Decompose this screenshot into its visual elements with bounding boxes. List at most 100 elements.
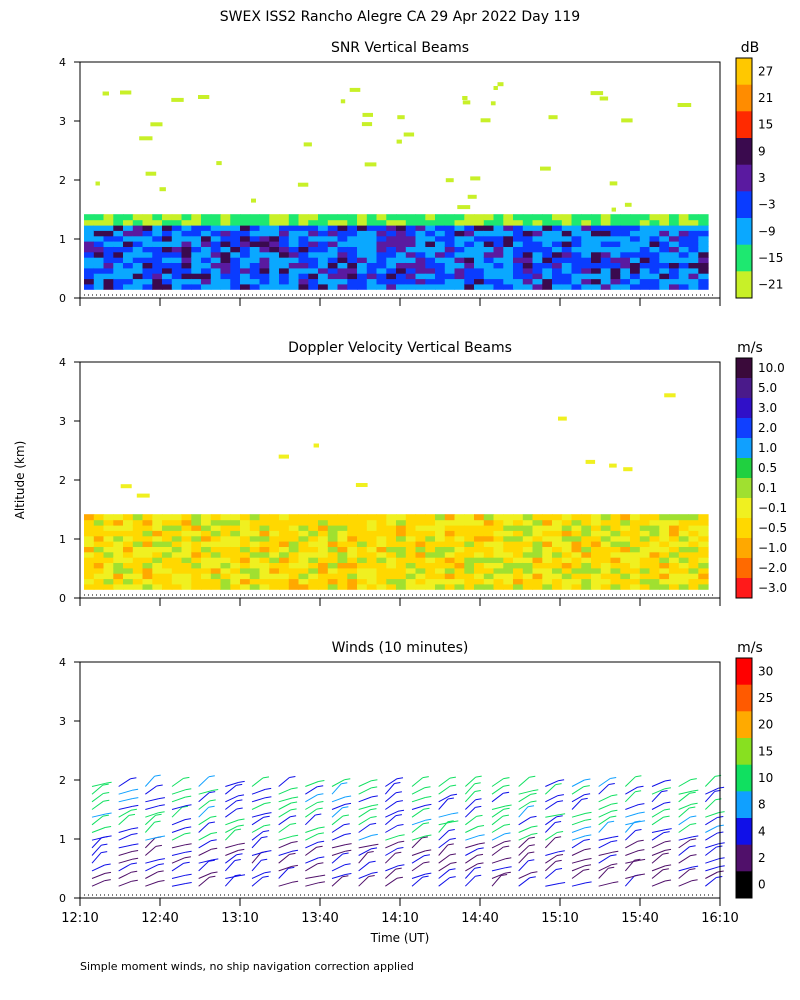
wind-barb-flag xyxy=(158,835,166,838)
heatmap-cell xyxy=(513,583,524,590)
heatmap-cell xyxy=(162,219,173,226)
heatmap-cell xyxy=(142,562,153,569)
wind-barb xyxy=(438,839,451,849)
heatmap-cell xyxy=(659,251,670,258)
heatmap-cell xyxy=(454,567,465,574)
wind-barb-flag xyxy=(476,853,484,856)
heatmap-cell xyxy=(542,278,553,285)
heatmap-cell xyxy=(220,530,231,537)
heatmap-cell xyxy=(503,251,514,258)
wind-barb-flag xyxy=(664,840,671,843)
heatmap-cell xyxy=(103,535,114,542)
wind-barb-flag xyxy=(263,830,270,833)
heatmap-cell xyxy=(435,224,446,231)
heatmap-cell xyxy=(269,235,280,242)
heatmap-cell xyxy=(376,519,387,526)
heatmap-cell xyxy=(474,551,485,558)
wind-barb xyxy=(438,854,451,864)
wind-barb-flag xyxy=(423,807,430,810)
heatmap-cell xyxy=(659,535,670,542)
heatmap-cell xyxy=(581,267,592,274)
y-tick-label: 2 xyxy=(59,774,66,787)
wind-barb xyxy=(91,793,104,803)
heatmap-cell xyxy=(327,557,339,563)
heatmap-cell xyxy=(132,524,144,531)
heatmap-cell xyxy=(279,514,290,521)
wind-barb xyxy=(651,788,666,795)
heatmap-cell xyxy=(240,267,251,274)
wind-barb-flag xyxy=(716,876,723,878)
colorbar-label: 3 xyxy=(758,171,766,185)
heatmap-cell xyxy=(542,524,553,531)
heatmap-cell xyxy=(357,562,368,569)
heatmap-cell xyxy=(659,219,670,226)
heatmap-cell xyxy=(366,562,378,569)
heatmap-cell xyxy=(591,230,602,237)
heatmap-cell xyxy=(279,278,290,285)
heatmap-cell xyxy=(113,557,124,563)
heatmap-cell xyxy=(503,246,514,253)
heatmap-cell xyxy=(610,514,621,521)
heatmap-cell xyxy=(210,519,222,526)
heatmap-cell xyxy=(561,551,573,558)
heatmap-cell xyxy=(201,562,212,569)
wind-barb-flag xyxy=(185,826,192,829)
heatmap-cell xyxy=(152,573,163,580)
wind-barb xyxy=(304,814,316,826)
wind-barb xyxy=(91,844,102,856)
heatmap-cell xyxy=(142,578,153,585)
heatmap-cell xyxy=(620,562,631,569)
wind-barb xyxy=(225,843,239,849)
heatmap-cell xyxy=(220,573,231,580)
colorbar-swatch xyxy=(736,738,752,766)
heatmap-cell xyxy=(464,567,475,574)
heatmap-cell xyxy=(249,535,261,542)
heatmap-cell xyxy=(201,219,212,226)
wind-barb xyxy=(171,851,186,856)
heatmap-cell xyxy=(113,230,124,237)
wind-barb xyxy=(198,800,211,810)
heatmap-cell xyxy=(522,251,534,258)
wind-barb xyxy=(491,808,504,818)
heatmap-cell xyxy=(357,273,368,280)
heatmap-cell xyxy=(259,283,270,290)
heatmap-cell xyxy=(581,235,592,242)
wind-barb-flag xyxy=(105,812,112,815)
wind-barb xyxy=(598,810,612,818)
heatmap-cell xyxy=(318,224,329,231)
wind-barb xyxy=(624,830,636,841)
heatmap-cell xyxy=(123,278,134,285)
heatmap-cell xyxy=(318,519,329,526)
wind-barb-flag xyxy=(638,803,645,806)
heatmap-cell xyxy=(162,262,173,269)
wind-barb-flag xyxy=(638,849,645,852)
heatmap-cell xyxy=(396,219,407,226)
heatmap-cell xyxy=(103,273,114,280)
heatmap-cell xyxy=(327,578,339,585)
heatmap-cell xyxy=(532,546,543,553)
heatmap-cell xyxy=(454,583,465,590)
wind-barb-flag xyxy=(397,809,405,812)
heatmap-cell xyxy=(600,530,612,537)
heatmap-cell xyxy=(444,235,456,242)
heatmap-cell xyxy=(376,530,387,537)
heatmap-cell xyxy=(503,557,514,563)
wind-barb-flag xyxy=(342,806,349,809)
heatmap-cell xyxy=(288,224,300,231)
wind-barb-flag xyxy=(158,811,165,814)
heatmap-cell xyxy=(610,530,621,537)
heatmap-cell xyxy=(366,241,378,247)
heatmap-cell xyxy=(503,535,514,542)
heatmap-cell xyxy=(249,257,261,263)
y-tick-label: 3 xyxy=(59,715,66,728)
heatmap-cell xyxy=(84,551,95,558)
heatmap-cell xyxy=(230,573,241,580)
heatmap-cell xyxy=(279,567,290,574)
heatmap-cell xyxy=(464,562,475,569)
wind-barb xyxy=(91,815,104,826)
heatmap-cell xyxy=(698,262,709,269)
heatmap-cell xyxy=(337,546,348,553)
wind-barb-flag xyxy=(422,875,429,878)
heatmap-cell xyxy=(620,567,631,574)
heatmap-echo xyxy=(216,161,222,166)
